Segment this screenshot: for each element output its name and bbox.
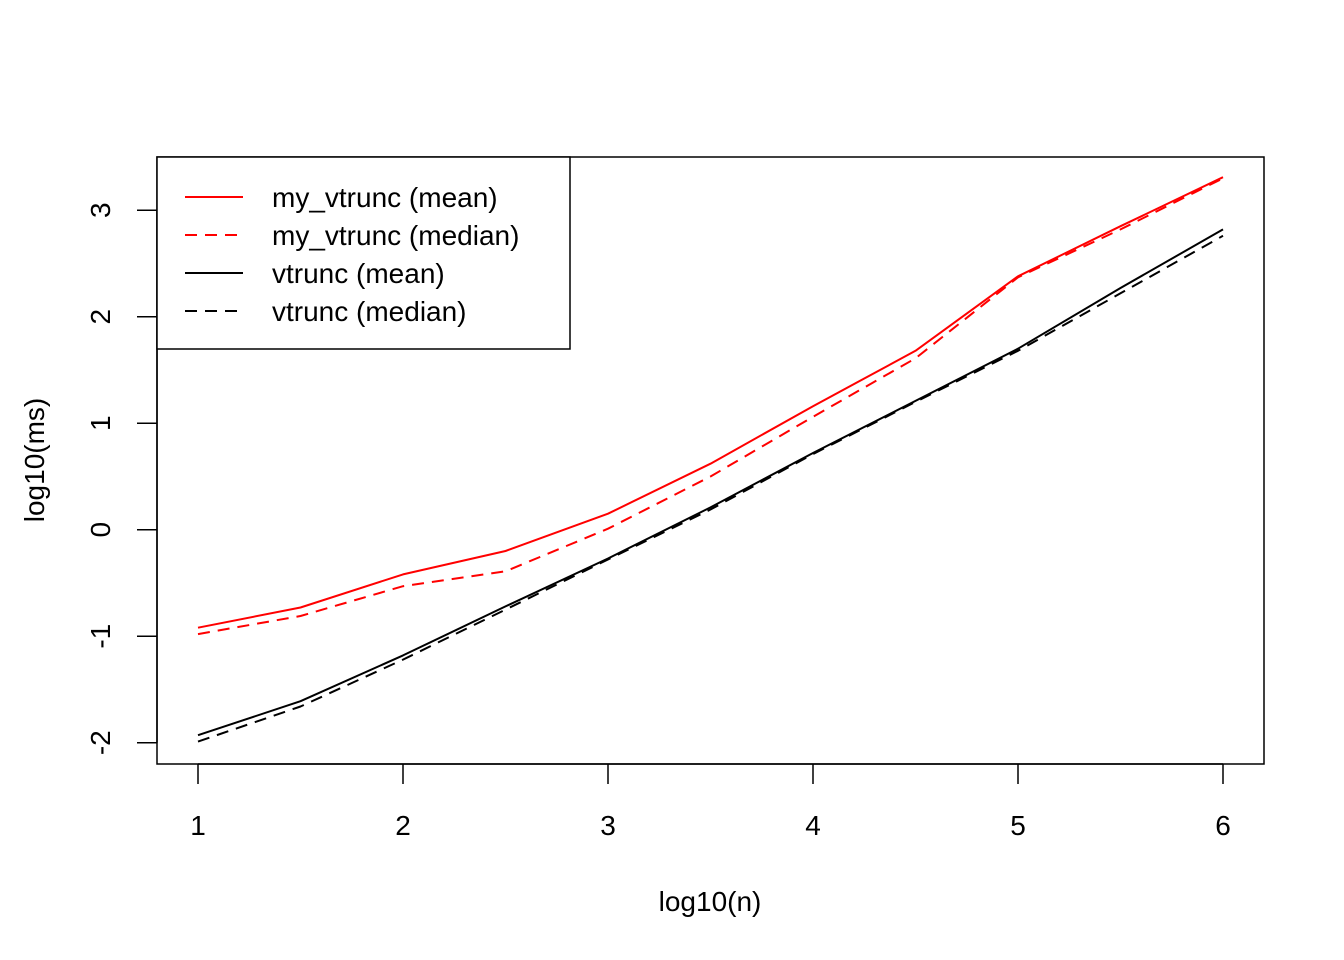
y-tick-label: -2: [85, 730, 116, 755]
series-line-1: [197, 176, 1224, 629]
y-tick-label: 3: [85, 202, 116, 218]
x-tick-label: 2: [395, 810, 411, 841]
legend-label: vtrunc (mean): [272, 258, 445, 289]
x-axis: 1 2 3 4 5 6: [190, 763, 1231, 841]
x-axis-title: log10(n): [659, 886, 762, 917]
x-tick-label: 3: [600, 810, 616, 841]
series-layer: [197, 176, 1224, 743]
y-axis-title: log10(ms): [19, 398, 50, 522]
legend-label: my_vtrunc (mean): [272, 182, 498, 213]
x-tick-label: 1: [190, 810, 206, 841]
legend-label: my_vtrunc (median): [272, 220, 519, 251]
x-tick-label: 6: [1215, 810, 1231, 841]
x-tick-label: 5: [1010, 810, 1026, 841]
y-tick-label: 0: [85, 522, 116, 538]
plot-frame: [156, 156, 1265, 765]
series-line-4: [197, 234, 1224, 743]
x-tick-label: 4: [805, 810, 821, 841]
series-line-3: [197, 228, 1224, 737]
series-line-2: [197, 177, 1224, 636]
legend-label: vtrunc (median): [272, 296, 467, 327]
legend: my_vtrunc (mean) my_vtrunc (median) vtrunc…: [156, 156, 571, 350]
y-tick-label: 2: [85, 309, 116, 325]
y-tick-label: -1: [85, 624, 116, 649]
y-axis: -2 -1 0 1 2 3: [85, 202, 158, 755]
y-tick-label: 1: [85, 415, 116, 431]
legend-box: [156, 156, 571, 350]
